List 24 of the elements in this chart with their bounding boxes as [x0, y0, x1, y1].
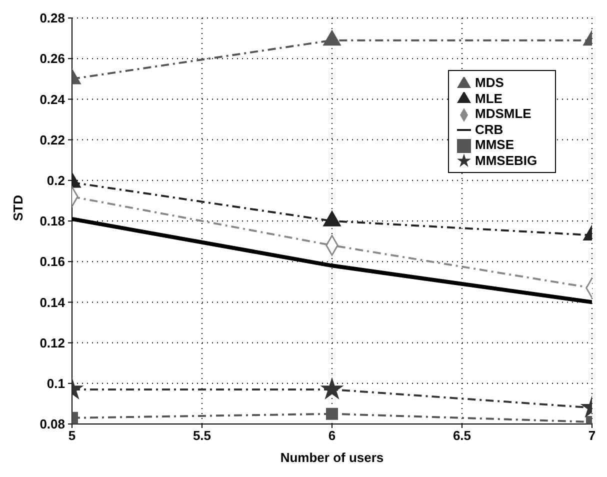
y-tick-label: 0.08	[40, 416, 65, 432]
y-tick-label: 0.24	[40, 92, 66, 107]
x-tick-label: 6	[328, 428, 336, 444]
legend-label: MDSMLE	[475, 106, 532, 122]
x-axis-title: Number of users	[280, 450, 384, 465]
y-tick-label: 0.18	[40, 214, 65, 229]
y-axis-title: STD	[10, 195, 26, 221]
x-tick-label: 7	[588, 428, 596, 444]
y-tick-label: 0.12	[40, 335, 65, 350]
y-tick-label: 0.16	[40, 254, 65, 270]
x-tick-label: 5	[68, 428, 76, 444]
y-tick-label: 0.14	[40, 294, 66, 310]
y-tick-label: 0.28	[40, 10, 65, 26]
legend-label: MLE	[475, 90, 502, 106]
y-tick-label: 0.26	[40, 51, 65, 66]
legend-label: MDS	[475, 75, 504, 90]
legend-label: MMSEBIG	[475, 152, 538, 168]
legend-label: CRB	[475, 122, 504, 137]
x-tick-label: 5.5	[192, 428, 212, 444]
legend-label: MMSE	[475, 137, 514, 152]
y-tick-label: 0.1	[46, 376, 65, 392]
y-tick-label: 0.2	[46, 173, 65, 188]
y-tick-label: 0.22	[40, 132, 65, 148]
x-tick-label: 6.5	[452, 428, 472, 444]
